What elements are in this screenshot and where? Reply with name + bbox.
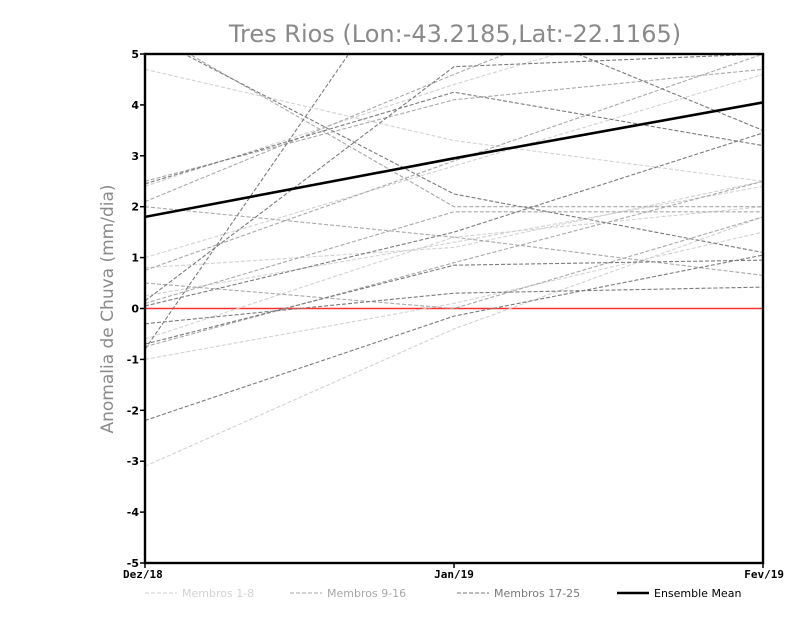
- member-line-m24: [145, 54, 350, 350]
- member-line-m15: [145, 180, 763, 348]
- x-tick-label: Jan/19: [434, 568, 474, 581]
- legend-label: Membros 1-8: [182, 587, 254, 600]
- x-tick-label: Dez/18: [123, 568, 163, 581]
- member-line-m23: [183, 54, 763, 254]
- member-line-m18: [145, 132, 763, 307]
- member-line-m9: [145, 206, 763, 276]
- legend-item: Membros 9-16: [290, 587, 406, 600]
- member-line-m21: [145, 286, 763, 325]
- member-line-m1: [145, 68, 763, 182]
- y-tick-label: 2: [131, 201, 139, 214]
- legend-label: Ensemble Mean: [654, 587, 741, 600]
- y-tick-label: 1: [131, 252, 139, 265]
- member-line-m20: [145, 254, 763, 422]
- member-line-m2: [145, 54, 559, 187]
- member-line-m14: [145, 216, 763, 310]
- y-axis-label: Anomalia de Chuva (mm/dia): [98, 184, 118, 433]
- y-tick-label: -4: [127, 506, 140, 519]
- y-tick-label: -3: [127, 455, 139, 468]
- x-tick-label: Fev/19: [744, 568, 784, 581]
- member-line-m22: [145, 54, 763, 302]
- member-line-m17: [145, 91, 763, 185]
- member-line-m19: [145, 259, 763, 345]
- member-line-m16: [188, 54, 763, 208]
- member-line-m7: [145, 216, 763, 467]
- y-tick-label: 4: [131, 99, 139, 112]
- member-line-m10: [145, 54, 508, 203]
- member-line-m6: [145, 231, 763, 360]
- legend-item: Membros 1-8: [145, 587, 254, 600]
- member-line-m4: [145, 185, 763, 297]
- series-layer: [145, 54, 763, 467]
- y-tick-label: 5: [131, 48, 139, 61]
- member-line-m13: [145, 68, 763, 182]
- chart-title: Tres Rios (Lon:-43.2185,Lat:-22.1165): [228, 20, 681, 48]
- member-line-m8: [145, 180, 763, 269]
- legend: Membros 1-8 Membros 9-16 Membros 17-25 Ense…: [145, 587, 741, 600]
- y-tick-label: -5: [127, 557, 139, 570]
- legend-label: Membros 17-25: [494, 587, 580, 600]
- y-tick-label: -2: [127, 404, 139, 417]
- y-tick-label: -1: [127, 353, 139, 366]
- member-line-m3: [145, 73, 763, 259]
- ensemble-mean-line: [145, 101, 763, 219]
- member-line-m12: [145, 54, 763, 271]
- legend-item: Ensemble Mean: [617, 587, 741, 600]
- member-line-m11: [145, 211, 763, 304]
- y-tick-label: 0: [131, 303, 139, 316]
- y-tick-label: 3: [131, 150, 139, 163]
- member-line-m5: [145, 206, 763, 340]
- legend-label: Membros 9-16: [327, 587, 406, 600]
- legend-item: Membros 17-25: [457, 587, 580, 600]
